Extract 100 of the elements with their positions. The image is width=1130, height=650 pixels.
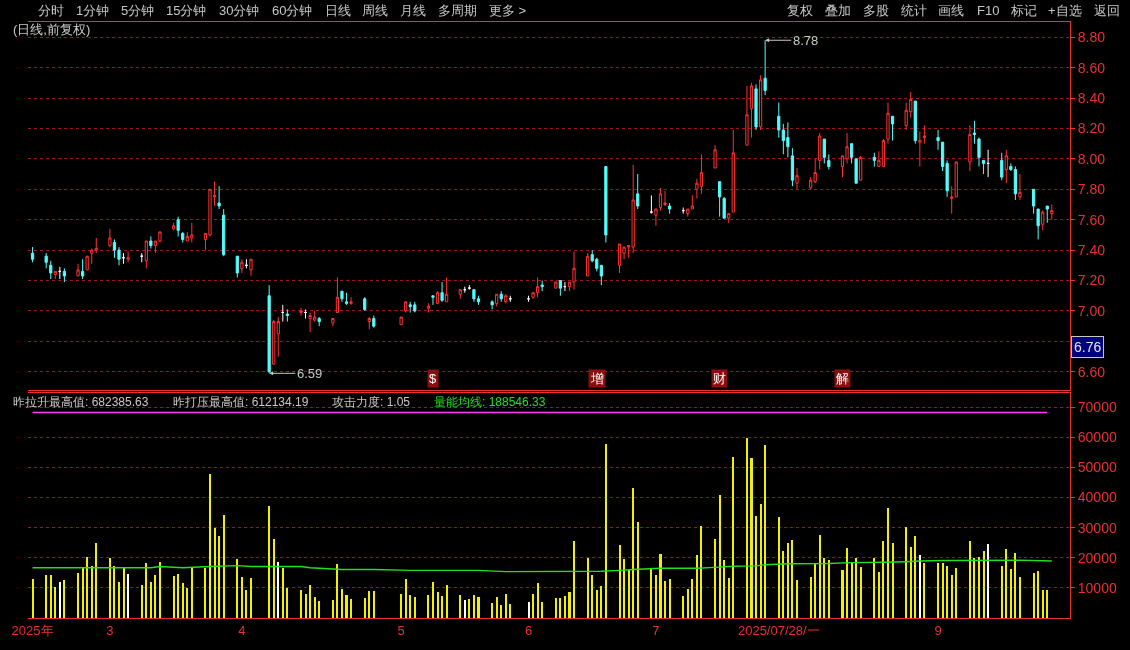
candlestick [149,235,153,250]
bar [505,594,507,618]
bar [82,568,84,618]
candlestick [922,124,927,145]
bar [946,566,948,618]
candlestick [504,293,508,304]
y-tick-label: 7.20 [1077,272,1106,289]
bar [145,563,147,618]
candlestick [349,296,353,306]
candlestick [1050,203,1054,221]
bar [691,579,693,618]
y-tick-label: 6.60 [1077,363,1106,380]
candlestick [235,255,239,278]
bar [637,522,639,618]
bar [628,570,630,618]
bar [86,557,88,618]
bar [605,444,607,618]
y-tick-label: 8.80 [1077,29,1106,46]
bar [750,458,753,618]
bar [373,591,375,618]
bar [723,560,725,618]
candlestick [126,251,130,263]
bar [978,557,980,618]
bar [910,547,912,618]
candlestick [53,270,57,280]
candlestick [1045,205,1049,224]
candlestick [918,131,922,167]
candlestick [30,246,35,263]
bar [91,566,93,618]
annotation: 6.59 [297,366,323,381]
bar [1037,571,1039,618]
text: 叠加 [825,3,851,18]
bar [437,592,439,618]
bar [600,586,602,618]
y-tick-label: 7.80 [1077,181,1106,198]
text: +自选 [1048,3,1082,18]
candlestick [713,144,717,169]
bar [236,559,238,618]
candlestick [108,228,112,248]
x-tick-label: 2025/07/28/一 [737,622,820,638]
candlestick [822,138,826,164]
bar [591,575,593,618]
candlestick [758,74,763,131]
candlestick [881,138,886,167]
bar [364,598,366,618]
candlestick [445,276,449,303]
annotation: 解 [836,371,849,386]
candlestick [854,158,858,184]
candlestick [171,222,176,231]
candlestick [426,302,431,313]
candlestick [754,83,758,131]
candlestick [372,315,376,329]
bar [782,551,784,618]
candlestick [144,240,148,269]
bar [400,594,402,618]
candlestick [649,194,653,215]
text: 月线 [400,3,426,18]
bar [887,508,889,618]
candlestick [1004,149,1008,184]
bar [787,543,789,618]
candlestick [968,124,972,172]
text: 统计 [901,3,927,18]
candlestick [981,159,986,175]
bar [623,559,625,618]
bar [509,604,511,618]
bar [309,585,311,618]
bar [1019,577,1021,618]
text: 标记 [1010,3,1037,18]
candlestick [722,196,726,219]
bar [1042,590,1044,618]
bar [464,600,466,618]
bar [937,563,939,618]
y-tick-label: 8.00 [1077,150,1106,167]
candlestick [604,165,608,244]
candlestick [540,280,544,292]
bar [50,575,52,618]
annotation: 8.78 [793,33,819,48]
bar [791,540,793,618]
text: 量能均线: 188546.33 [434,395,546,409]
bar [350,599,352,618]
bar [973,558,975,618]
bar [1010,569,1012,618]
candlestick [731,129,735,213]
bar [564,596,566,618]
annotation: 增 [590,371,604,386]
bar [127,574,129,618]
bar [914,536,916,618]
bar [755,516,757,618]
bar [186,588,188,618]
candlestick [299,307,303,317]
text: 日线 [325,3,351,18]
text: 多股 [863,3,889,18]
bar [223,515,225,618]
candlestick [586,252,590,277]
candlestick [1036,208,1040,240]
y-tick-label: 8.20 [1077,120,1106,137]
candlestick [472,289,476,303]
text: 画线 [938,3,964,18]
bar [587,558,589,618]
annotation: $ [429,371,437,386]
